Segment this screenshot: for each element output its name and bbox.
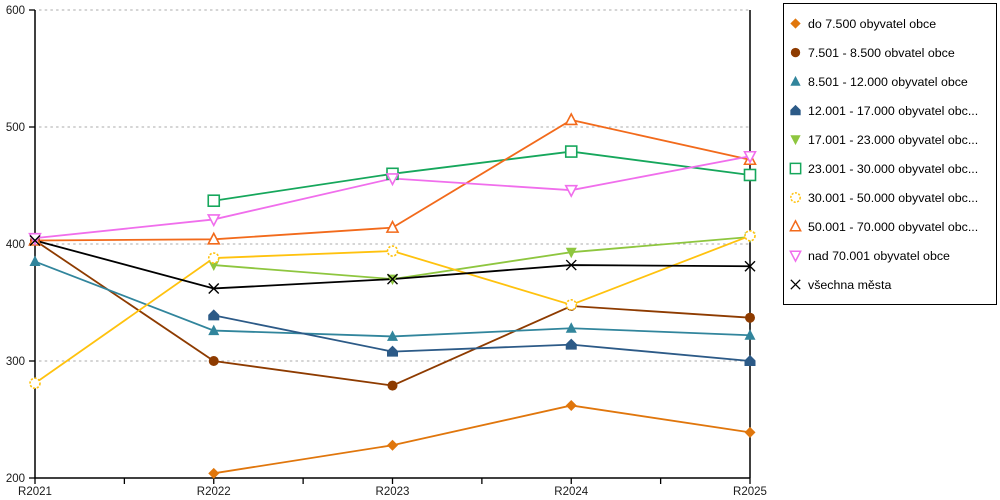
x-cross-icon: [29, 234, 41, 246]
y-axis-tick-label: 300: [6, 356, 25, 368]
x-cross-icon: [387, 273, 398, 285]
series-line-4: [213, 236, 751, 281]
triangle-down-open-icon: [385, 173, 400, 187]
legend-item: 7.501 - 8.500 obvatel obce: [788, 45, 992, 60]
x-cross-icon: [208, 282, 220, 294]
triangle-up-open-icon: [206, 231, 221, 245]
triangle-up-filled-icon: [29, 255, 41, 267]
triangle-down-open-icon: [789, 250, 802, 263]
x-cross-icon: [790, 279, 801, 290]
diamond-filled-icon: [565, 399, 577, 411]
legend-item-label: všechna města: [808, 277, 892, 292]
pentagon-filled-icon: [790, 104, 801, 116]
circle-open-icon: [744, 230, 756, 242]
legend-item: 30.001 - 50.000 obyvatel obc...: [788, 190, 992, 205]
triangle-up-filled-icon: [387, 330, 398, 341]
triangle-up-filled-icon: [208, 324, 220, 336]
legend-item: 23.001 - 30.000 obyvatel obc...: [788, 161, 992, 176]
pentagon-filled-icon: [208, 309, 220, 321]
square-open-icon: [789, 162, 802, 175]
triangle-up-open-icon: [789, 219, 802, 232]
x-cross-icon: [565, 259, 577, 271]
x-axis-tick-label: R2023: [376, 486, 410, 498]
legend-item-label: 23.001 - 30.000 obyvatel obc...: [808, 161, 979, 176]
triangle-down-open-icon: [28, 232, 42, 246]
legend-item: 12.001 - 17.000 obyvatel obc...: [788, 103, 992, 118]
legend-item: 8.501 - 12.000 obyvatel obce: [788, 74, 992, 89]
legend-item: nad 70.001 obyvatel obce: [788, 248, 992, 263]
pentagon-filled-icon: [565, 338, 577, 350]
circle-open-icon: [386, 245, 399, 257]
triangle-up-open-icon: [385, 219, 400, 233]
series-line-0: [213, 404, 751, 475]
triangle-down-filled-icon: [208, 260, 220, 272]
legend: do 7.500 obyvatel obce 7.501 - 8.500 obva…: [783, 3, 997, 305]
y-axis-tick-label: 500: [6, 122, 25, 134]
triangle-up-filled-icon: [565, 322, 577, 333]
legend-item-label: 7.501 - 8.500 obvatel obce: [808, 45, 955, 60]
x-axis-tick-label: R2022: [197, 486, 231, 498]
circle-filled-icon: [387, 380, 398, 391]
diamond-filled-icon: [744, 426, 756, 438]
circle-filled-icon: [208, 356, 219, 366]
x-axis-tick-label: R2025: [733, 486, 767, 498]
series-line-2: [34, 260, 751, 338]
series-line-5: [213, 150, 751, 202]
legend-item: do 7.500 obyvatel obce: [788, 16, 992, 31]
y-axis-tick-label: 200: [6, 473, 25, 485]
circle-open-icon: [565, 299, 578, 311]
pentagon-filled-icon: [387, 345, 398, 357]
x-axis-tick-label: R2021: [18, 486, 52, 498]
circle-filled-icon: [790, 47, 801, 58]
series-line-1: [34, 239, 751, 387]
triangle-down-open-icon: [206, 214, 221, 228]
square-open-icon: [564, 145, 578, 158]
legend-item-label: 12.001 - 17.000 obyvatel obc...: [808, 103, 979, 118]
y-axis-tick-label: 600: [6, 5, 25, 17]
x-axis-tick-label: R2024: [554, 486, 588, 498]
pentagon-filled-icon: [744, 355, 756, 366]
legend-item: všechna města: [788, 277, 992, 292]
x-cross-icon: [744, 260, 756, 272]
square-open-icon: [743, 168, 757, 182]
circle-open-icon: [207, 252, 220, 264]
legend-item-label: 30.001 - 50.000 obyvatel obc...: [808, 190, 979, 205]
diamond-filled-icon: [208, 467, 220, 479]
triangle-down-open-icon: [564, 184, 579, 198]
legend-item-label: 50.001 - 70.000 obyvatel obc...: [808, 219, 979, 234]
legend-item-label: 8.501 - 12.000 obyvatel obce: [808, 74, 968, 89]
triangle-up-filled-icon: [744, 329, 756, 340]
triangle-up-open-icon: [564, 112, 579, 126]
legend-item-label: nad 70.001 obyvatel obce: [808, 248, 950, 263]
triangle-down-filled-icon: [565, 247, 577, 259]
y-axis-tick-label: 400: [6, 239, 25, 251]
diamond-filled-icon: [387, 439, 398, 451]
legend-item-label: 17.001 - 23.000 obyvatel obc...: [808, 132, 979, 147]
triangle-down-filled-icon: [790, 135, 801, 146]
square-open-icon: [207, 194, 221, 208]
triangle-up-filled-icon: [790, 75, 801, 86]
series-line-3: [213, 314, 751, 362]
legend-item: 17.001 - 23.000 obyvatel obc...: [788, 132, 992, 147]
legend-item-label: do 7.500 obyvatel obce: [808, 16, 937, 31]
circle-open-icon: [29, 377, 41, 390]
diamond-filled-icon: [790, 18, 801, 29]
circle-open-icon: [790, 192, 801, 203]
circle-filled-icon: [745, 312, 755, 323]
legend-item: 50.001 - 70.000 obyvatel obc...: [788, 219, 992, 234]
triangle-down-open-icon: [743, 150, 757, 164]
